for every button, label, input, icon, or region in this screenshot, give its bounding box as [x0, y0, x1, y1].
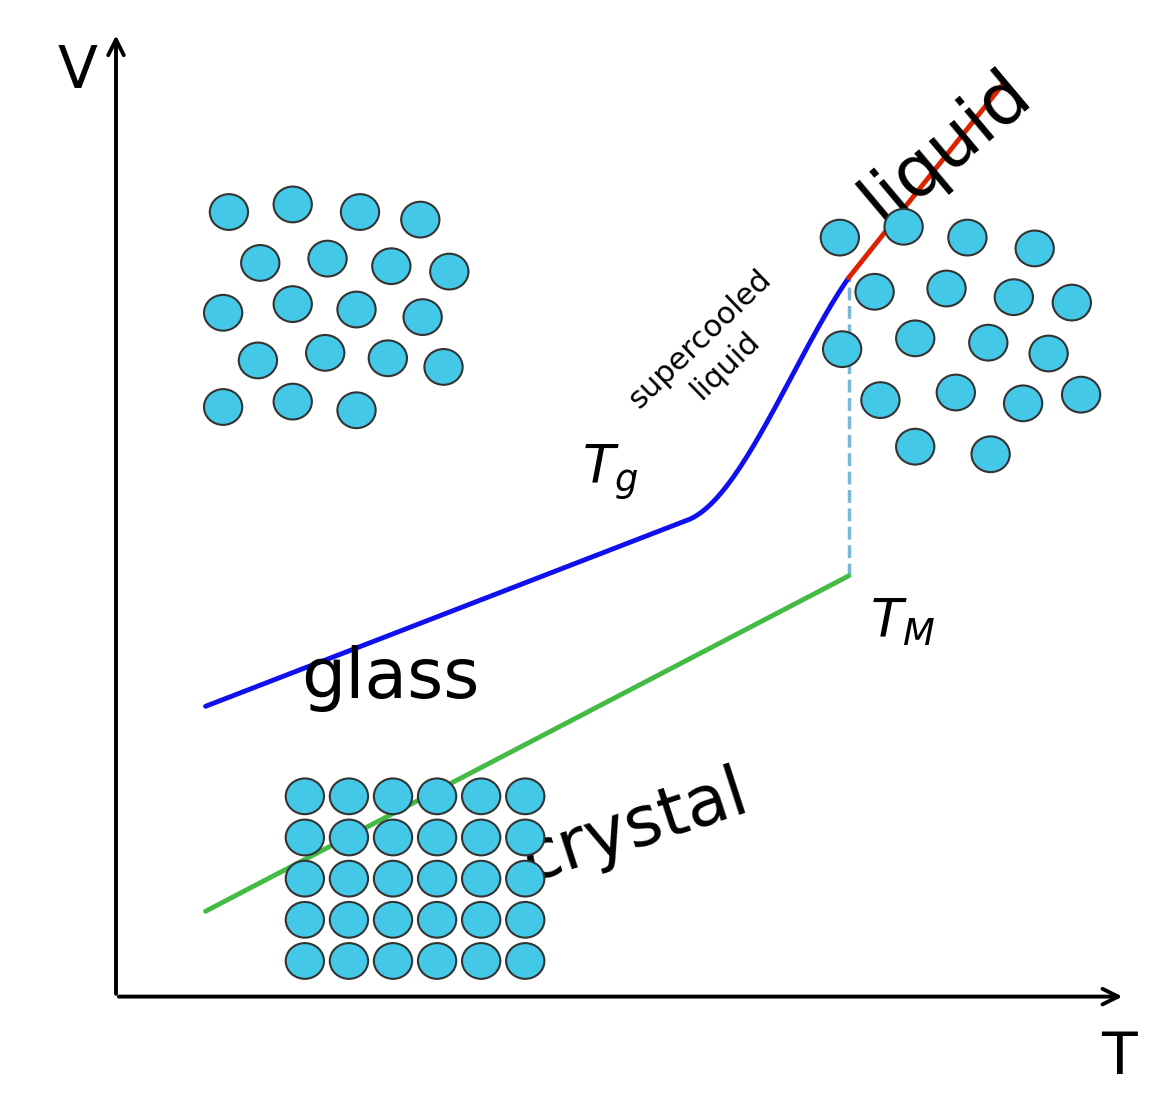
Circle shape — [374, 943, 412, 978]
Circle shape — [430, 254, 469, 290]
Text: T: T — [1102, 1029, 1137, 1086]
Text: glass: glass — [302, 645, 480, 712]
Circle shape — [374, 819, 412, 855]
Circle shape — [274, 187, 312, 222]
Circle shape — [329, 901, 368, 938]
Circle shape — [418, 778, 456, 815]
Circle shape — [462, 901, 500, 938]
Circle shape — [309, 240, 347, 277]
Circle shape — [1003, 385, 1042, 422]
Circle shape — [369, 340, 407, 377]
Circle shape — [506, 778, 544, 815]
Circle shape — [285, 861, 324, 896]
Circle shape — [329, 943, 368, 978]
Circle shape — [418, 861, 456, 896]
Circle shape — [285, 943, 324, 978]
Text: supercooled
liquid: supercooled liquid — [623, 265, 802, 440]
Circle shape — [285, 778, 324, 815]
Text: $T_M$: $T_M$ — [870, 596, 935, 649]
Circle shape — [425, 349, 463, 384]
Circle shape — [329, 778, 368, 815]
Circle shape — [969, 325, 1007, 360]
Circle shape — [418, 901, 456, 938]
Circle shape — [896, 321, 934, 356]
Circle shape — [274, 383, 312, 419]
Circle shape — [506, 819, 544, 855]
Circle shape — [1029, 336, 1067, 371]
Circle shape — [374, 861, 412, 896]
Circle shape — [462, 819, 500, 855]
Circle shape — [204, 295, 242, 330]
Circle shape — [239, 343, 277, 379]
Circle shape — [285, 901, 324, 938]
Circle shape — [274, 287, 312, 322]
Circle shape — [338, 392, 376, 428]
Circle shape — [329, 819, 368, 855]
Circle shape — [948, 220, 986, 256]
Circle shape — [994, 279, 1032, 315]
Text: liquid: liquid — [848, 57, 1044, 237]
Circle shape — [971, 436, 1009, 472]
Circle shape — [936, 374, 974, 411]
Circle shape — [374, 778, 412, 815]
Circle shape — [306, 335, 345, 371]
Circle shape — [210, 194, 248, 229]
Circle shape — [418, 943, 456, 978]
Circle shape — [329, 861, 368, 896]
Circle shape — [462, 943, 500, 978]
Circle shape — [241, 245, 280, 281]
Circle shape — [204, 389, 242, 425]
Text: $T_g$: $T_g$ — [582, 444, 638, 503]
Circle shape — [861, 382, 899, 418]
Circle shape — [927, 270, 965, 306]
Text: V: V — [58, 43, 97, 100]
Circle shape — [506, 943, 544, 978]
Circle shape — [822, 332, 861, 367]
Text: crystal: crystal — [513, 760, 755, 895]
Circle shape — [884, 209, 922, 245]
Circle shape — [462, 778, 500, 815]
Circle shape — [1052, 284, 1090, 321]
Circle shape — [401, 202, 440, 237]
Circle shape — [374, 901, 412, 938]
Circle shape — [341, 194, 379, 229]
Circle shape — [1061, 377, 1100, 413]
Circle shape — [506, 861, 544, 896]
Circle shape — [418, 819, 456, 855]
Circle shape — [896, 429, 934, 464]
Circle shape — [1015, 231, 1053, 267]
Circle shape — [404, 300, 442, 335]
Circle shape — [372, 248, 411, 284]
Circle shape — [506, 901, 544, 938]
Circle shape — [285, 819, 324, 855]
Circle shape — [338, 292, 376, 327]
Circle shape — [820, 220, 858, 256]
Circle shape — [462, 861, 500, 896]
Circle shape — [855, 273, 893, 310]
